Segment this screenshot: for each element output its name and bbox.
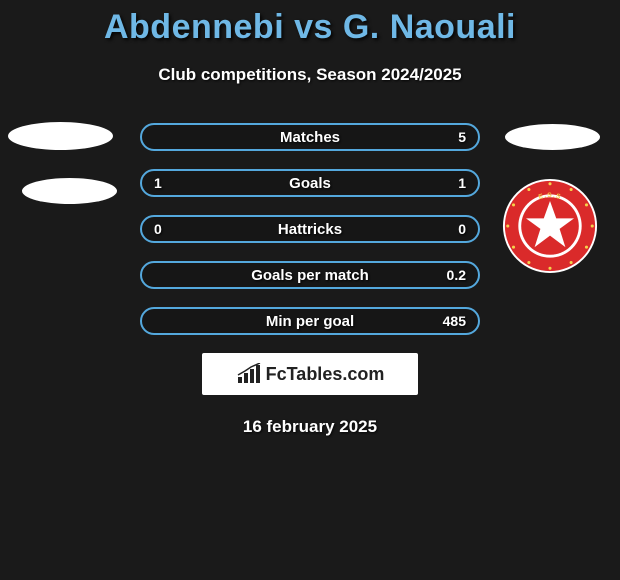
stat-right-value: 0 xyxy=(458,221,466,237)
stat-left-value: 1 xyxy=(154,175,162,191)
stat-left-value: 0 xyxy=(154,221,162,237)
stat-label: Min per goal xyxy=(266,313,354,330)
comparison-card: Abdennebi vs G. Naouali Club competition… xyxy=(0,0,620,580)
stats-section: Matches 5 1 Goals 1 0 Hattricks 0 Goals … xyxy=(140,123,480,335)
stat-row-hattricks: 0 Hattricks 0 xyxy=(140,215,480,243)
stat-label: Goals xyxy=(289,175,331,192)
stat-label: Hattricks xyxy=(278,221,342,238)
stat-label: Matches xyxy=(280,129,340,146)
club-badge-svg: E.S.S xyxy=(502,178,598,274)
club-badge: E.S.S xyxy=(502,178,598,274)
date-label: 16 february 2025 xyxy=(0,417,620,437)
bar-chart-icon xyxy=(236,363,262,385)
watermark: FcTables.com xyxy=(202,353,418,395)
stat-right-value: 1 xyxy=(458,175,466,191)
player-photo-placeholder-left-1 xyxy=(8,122,113,150)
subtitle: Club competitions, Season 2024/2025 xyxy=(0,65,620,85)
stat-right-value: 5 xyxy=(458,129,466,145)
player-photo-placeholder-left-2 xyxy=(22,178,117,204)
stat-right-value: 485 xyxy=(443,313,466,329)
player-photo-placeholder-right xyxy=(505,124,600,150)
stat-right-value: 0.2 xyxy=(447,267,466,283)
page-title: Abdennebi vs G. Naouali xyxy=(0,8,620,47)
stat-row-min-per-goal: Min per goal 485 xyxy=(140,307,480,335)
stat-row-matches: Matches 5 xyxy=(140,123,480,151)
stat-label: Goals per match xyxy=(251,267,369,284)
stat-row-goals-per-match: Goals per match 0.2 xyxy=(140,261,480,289)
watermark-text: FcTables.com xyxy=(266,364,385,385)
stat-row-goals: 1 Goals 1 xyxy=(140,169,480,197)
